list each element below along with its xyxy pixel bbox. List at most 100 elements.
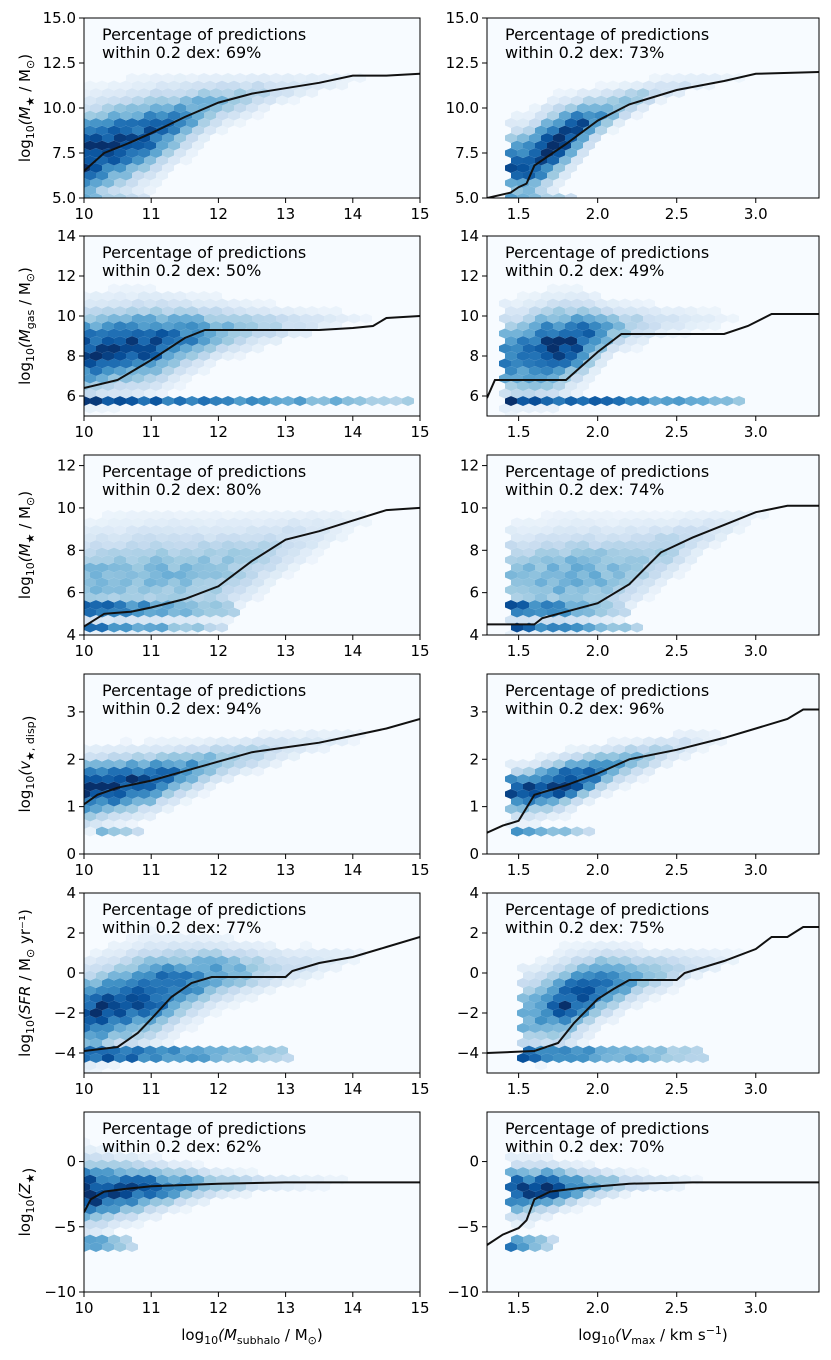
hex-bin (709, 73, 721, 83)
hex-bin (102, 178, 114, 188)
hex-bin (613, 963, 625, 973)
hex-bin (96, 1234, 108, 1245)
hex-bin (114, 306, 126, 316)
hex-bin (571, 1030, 583, 1041)
hex-bin (661, 759, 673, 769)
hex-bin (517, 774, 529, 784)
hex-bin (114, 525, 126, 535)
hex-bin (324, 517, 336, 528)
hex-bin (541, 759, 553, 769)
hex-bin (703, 532, 715, 543)
y-tick-label: 12 (460, 267, 479, 285)
hex-bin (234, 555, 246, 565)
hex-bin (246, 1167, 258, 1177)
hex-bin (186, 570, 198, 580)
hex-bin (631, 955, 643, 966)
hex-bin (649, 744, 661, 754)
hex-bin (204, 547, 216, 558)
hex-bin (318, 729, 330, 739)
hex-bin (240, 110, 252, 121)
hex-bin (168, 1015, 180, 1026)
hex-bin (102, 1182, 114, 1192)
hex-bin (607, 955, 619, 966)
hex-bin (553, 585, 565, 595)
median-line (487, 1181, 819, 1246)
hex-bin (156, 532, 168, 543)
hex-bin (210, 774, 222, 784)
hex-bin (625, 585, 637, 595)
hex-bin (132, 532, 144, 543)
hex-bin (709, 396, 721, 406)
hex-bin (282, 948, 294, 958)
hex-bin (144, 1000, 156, 1011)
y-tick-label: 2 (469, 750, 479, 768)
hex-bin (222, 993, 234, 1003)
hex-bin (625, 525, 637, 535)
hex-bin (583, 562, 595, 573)
hex-bin (108, 388, 120, 399)
hex-bin (595, 622, 607, 633)
hex-bin (132, 970, 144, 981)
hex-bin (210, 600, 222, 610)
hex-bin (246, 103, 258, 113)
hex-bin (186, 540, 198, 550)
hex-bin (541, 1053, 553, 1063)
hex-bin (102, 1212, 114, 1222)
hex-bin (577, 1167, 589, 1177)
hex-bin (505, 759, 517, 769)
panel-frame (486, 892, 820, 1074)
annotation-line-2: within 0.2 dex: 70% (505, 1137, 664, 1156)
hex-bin (66, 948, 78, 958)
hex-bin (348, 736, 360, 747)
hex-bin (66, 774, 78, 784)
hex-bin (144, 592, 156, 603)
hex-bin (517, 118, 529, 128)
hex-bin (571, 532, 583, 543)
hexbin-density (66, 925, 366, 1073)
hex-bin (631, 547, 643, 558)
hex-bin (589, 978, 601, 988)
hex-bin (637, 525, 649, 535)
hex-bin (90, 804, 102, 814)
annotation-line-2: within 0.2 dex: 80% (102, 480, 261, 499)
hex-bin (613, 615, 625, 625)
hex-bin (156, 388, 168, 399)
hex-bin (144, 95, 156, 106)
hex-bin (114, 585, 126, 595)
hex-bin (198, 525, 210, 535)
hex-bin (180, 622, 192, 633)
hex-bin (667, 985, 679, 996)
median-line (487, 313, 819, 399)
hex-bin (84, 88, 90, 98)
hex-bin (565, 1008, 577, 1018)
hex-bin (565, 103, 577, 113)
hex-bin (156, 1189, 168, 1200)
hex-bin (150, 1023, 162, 1033)
hex-bin (571, 751, 583, 762)
hex-bin (234, 963, 246, 973)
hex-bin (559, 751, 571, 762)
hex-bin (637, 540, 649, 550)
hex-bin (258, 510, 270, 520)
hex-bin (108, 1219, 120, 1230)
hex-bin (216, 607, 228, 618)
hex-bin (150, 381, 162, 391)
hex-bin (559, 940, 571, 951)
y-tick-label: 10 (460, 307, 479, 325)
hex-bin (499, 403, 511, 414)
hex-bin (571, 1159, 583, 1170)
hex-bin (589, 396, 601, 406)
hex-bin (535, 298, 547, 309)
hex-bin (673, 396, 685, 406)
hex-bin (589, 306, 601, 316)
hex-bin (108, 328, 120, 339)
hex-bin (144, 1045, 156, 1056)
hex-bin (180, 1204, 192, 1215)
y-tick-label: 7.5 (455, 144, 479, 162)
hex-bin (102, 948, 114, 958)
hex-bin (186, 555, 198, 565)
hex-bin (126, 351, 138, 361)
hex-bin (186, 73, 198, 83)
hex-bin (66, 336, 78, 346)
hex-bin (559, 328, 571, 339)
